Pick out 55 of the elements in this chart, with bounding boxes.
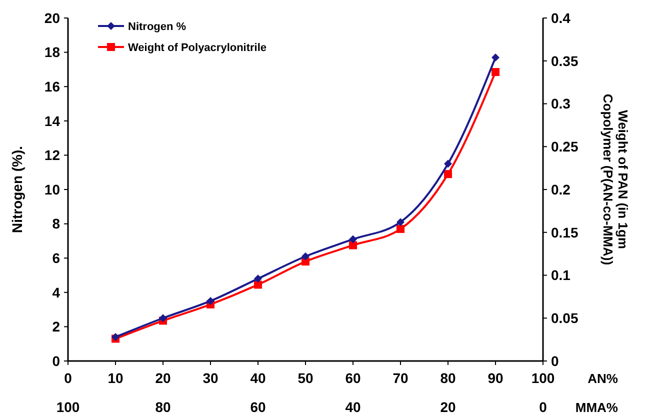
y2-tick-label: 0.1	[551, 267, 571, 284]
point	[444, 170, 452, 178]
y2-axis-title: Weight of PAN (in 1gm Copolymer (P(AN-co-MMA))	[600, 94, 630, 266]
x-tick-label: 30	[202, 370, 218, 386]
x-axis-title: AN%	[588, 371, 618, 386]
x-tick-label: 80	[440, 370, 456, 386]
x-tick-label: 70	[392, 370, 408, 386]
y-tick-label: 2	[52, 318, 60, 335]
x2-tick-label: 40	[345, 399, 361, 415]
y-tick-label: 18	[44, 44, 60, 60]
y-tick-label: 20	[44, 10, 60, 26]
legend-label: Weight of Polyacrylonitrile	[128, 42, 267, 54]
legend-label: Nitrogen %	[128, 20, 186, 33]
y-tick-label: 4	[52, 284, 60, 300]
y2-tick-label: 0.3	[551, 96, 571, 112]
x-tick-label: 50	[298, 370, 314, 386]
y2-tick-label: 0	[551, 352, 559, 369]
point	[349, 235, 357, 244]
x2-tick-label: 100	[56, 399, 80, 415]
x-tick-label: 40	[250, 370, 266, 386]
y-tick-label: 10	[44, 181, 60, 198]
point	[492, 68, 500, 76]
y2-tick-label: 0.2	[551, 181, 571, 198]
x2-tick-label: 80	[155, 399, 171, 415]
point	[254, 274, 262, 283]
point	[492, 53, 500, 62]
x-tick-label: 60	[345, 370, 361, 386]
point	[349, 241, 357, 250]
x-tick-label: 100	[531, 370, 555, 386]
point	[444, 160, 452, 168]
y2-tick-label: 0.05	[551, 310, 578, 326]
y2-tick-label: 0.35	[551, 52, 578, 69]
point	[396, 224, 404, 233]
y-tick-label: 8	[52, 216, 60, 232]
point	[396, 218, 404, 226]
point	[159, 314, 167, 322]
y-tick-label: 12	[44, 147, 60, 164]
y-tick-label: 16	[44, 78, 60, 94]
point	[302, 252, 310, 260]
y-tick-label: 0	[52, 352, 60, 369]
x-tick-label: 0	[64, 370, 72, 386]
y2-tick-label: 0.4	[551, 10, 571, 26]
y-tick-label: 6	[52, 250, 60, 266]
x-tick-label: 90	[488, 370, 504, 386]
x2-tick-label: 60	[250, 399, 266, 415]
point	[206, 296, 214, 305]
y2-tick-label: 0.15	[551, 224, 578, 240]
y-axis-title: Nitrogen (%).	[9, 146, 25, 234]
y-tick-label: 14	[44, 112, 60, 129]
x-tick-label: 20	[155, 370, 171, 386]
y2-tick-label: 0.25	[551, 138, 578, 155]
x-tick-label: 10	[108, 370, 124, 386]
x2-axis-title: MMA%	[575, 400, 618, 415]
x2-tick-label: 0	[539, 399, 548, 415]
x2-tick-label: 20	[440, 399, 456, 415]
